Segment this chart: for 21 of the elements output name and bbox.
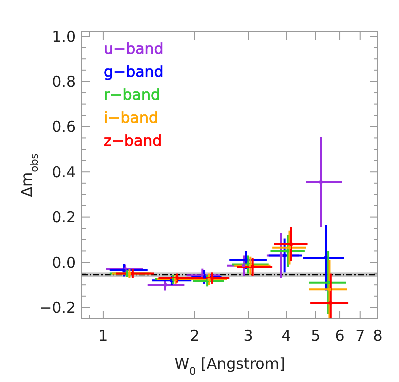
y-tick-label: 0.6 [52,118,76,136]
x-tick-label: 8 [373,327,383,345]
y-tick-label: 0.2 [52,208,76,227]
text: g−band [104,63,164,81]
text: z−band [104,132,162,150]
x-tick-label: 2 [190,327,200,345]
x-axis-title: W$_{0}$ [Angstrom] [174,355,286,378]
y-tick-label: 1.0 [52,28,76,46]
x-tick-label: 4 [282,327,292,345]
x-tick-label: 5 [311,327,321,345]
x-tick-label: 6 [335,327,345,345]
y-tick-label: 0.4 [52,163,76,182]
y-tick-label: 0.8 [52,72,76,91]
x-tick-label: 3 [244,327,254,345]
text: u−band [104,40,164,58]
text: r−band [104,86,160,104]
y-tick-label: 0.0 [52,254,76,272]
x-tick-label: 7 [356,327,366,345]
text: i−band [104,109,158,127]
y-tick-label: −0.2 [40,298,76,317]
x-tick-label: 1 [98,327,108,345]
